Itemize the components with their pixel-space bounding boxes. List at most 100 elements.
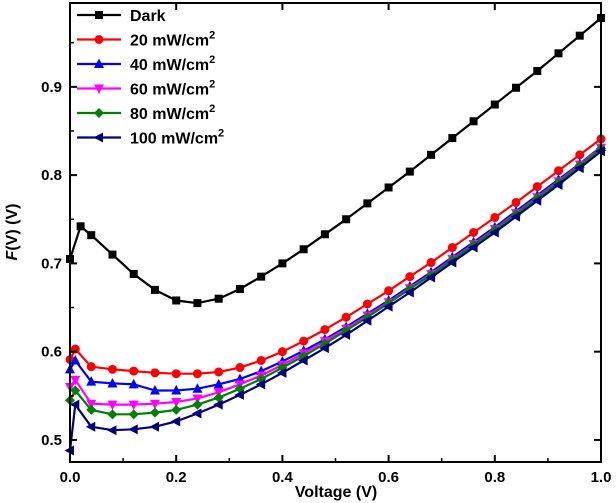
y-tick-label: 0.5 bbox=[41, 432, 62, 449]
data-point bbox=[128, 409, 139, 420]
data-point bbox=[172, 296, 181, 305]
series-line bbox=[69, 147, 602, 416]
data-point bbox=[70, 375, 81, 386]
legend-item-1: 20 mW/cm2 bbox=[77, 30, 215, 50]
data-point bbox=[86, 404, 97, 415]
legend-marker bbox=[94, 108, 104, 118]
data-point bbox=[171, 385, 182, 395]
axes: 0.0 0.2 0.4 0.6 0.8 1.0 0.5 0.6 0.7 0.8 0.9 bbox=[41, 2, 612, 486]
data-point bbox=[361, 315, 372, 326]
data-point bbox=[489, 227, 499, 238]
series-5 bbox=[64, 146, 605, 456]
data-point bbox=[149, 407, 160, 418]
data-point bbox=[446, 257, 457, 268]
x-tick-label: 0.6 bbox=[378, 469, 399, 486]
data-point bbox=[85, 421, 96, 432]
data-point bbox=[192, 383, 203, 393]
data-point bbox=[214, 294, 223, 303]
legend-label: 20 mW/cm2 bbox=[130, 30, 215, 50]
y-tick-label: 0.8 bbox=[41, 167, 62, 184]
data-point bbox=[69, 399, 80, 410]
data-point bbox=[213, 378, 224, 389]
data-point bbox=[510, 211, 521, 222]
data-point bbox=[170, 416, 181, 427]
legend-marker bbox=[94, 58, 104, 68]
data-point bbox=[383, 301, 393, 312]
y-axis-title-italic: F bbox=[4, 249, 21, 260]
data-point bbox=[426, 258, 436, 268]
x-tick-label: 0.4 bbox=[272, 469, 294, 486]
y-axis-title-rest: (V) (V) bbox=[4, 204, 21, 251]
legend-marker bbox=[94, 35, 104, 44]
data-point bbox=[256, 355, 266, 365]
data-point bbox=[76, 222, 85, 231]
data-point bbox=[320, 325, 330, 335]
data-point bbox=[193, 299, 202, 308]
data-point bbox=[299, 336, 309, 346]
data-point bbox=[447, 243, 457, 253]
data-point bbox=[107, 409, 118, 420]
data-point bbox=[150, 368, 160, 378]
data-point bbox=[70, 354, 81, 365]
plot-area bbox=[64, 14, 606, 456]
data-point bbox=[384, 183, 393, 192]
data-point bbox=[384, 286, 394, 296]
data-point bbox=[298, 355, 308, 366]
data-point bbox=[235, 284, 244, 293]
data-point bbox=[108, 250, 117, 259]
legend-label-superscript: 2 bbox=[218, 128, 224, 140]
data-point bbox=[86, 399, 97, 410]
legend-label-main: 40 mW/cm bbox=[130, 57, 209, 74]
legend-label-superscript: 2 bbox=[209, 30, 215, 42]
data-point bbox=[575, 150, 585, 160]
data-point bbox=[553, 179, 563, 190]
data-point bbox=[235, 363, 245, 373]
legend-item-4: 80 mW/cm2 bbox=[77, 103, 215, 123]
data-point bbox=[532, 182, 542, 192]
data-point bbox=[128, 400, 139, 411]
legend-label-superscript: 2 bbox=[209, 79, 215, 91]
series-line bbox=[69, 138, 602, 375]
data-point bbox=[490, 212, 500, 222]
data-point bbox=[362, 299, 372, 309]
y-tick-label: 0.9 bbox=[41, 79, 62, 96]
data-point bbox=[277, 347, 287, 357]
data-point bbox=[554, 166, 564, 176]
data-point bbox=[107, 364, 117, 374]
y-axis-title: F(V) (V) bbox=[4, 204, 21, 261]
legend-item-3: 60 mW/cm2 bbox=[77, 79, 215, 99]
data-point bbox=[319, 343, 329, 354]
data-point bbox=[575, 31, 584, 40]
data-point bbox=[425, 272, 436, 283]
x-tick-label: 0.8 bbox=[484, 469, 505, 486]
data-point bbox=[234, 389, 244, 400]
data-point bbox=[469, 117, 478, 126]
x-tick-label: 1.0 bbox=[591, 469, 612, 486]
data-point bbox=[340, 329, 351, 340]
data-point bbox=[468, 242, 478, 253]
legend-label: 80 mW/cm2 bbox=[130, 103, 215, 123]
data-point bbox=[191, 408, 202, 419]
legend-label-main: 60 mW/cm bbox=[130, 82, 209, 99]
series-line bbox=[69, 146, 602, 406]
data-point bbox=[448, 134, 457, 143]
data-point bbox=[213, 399, 223, 410]
data-point bbox=[531, 195, 542, 206]
data-point bbox=[129, 366, 139, 376]
legend-label: 60 mW/cm2 bbox=[130, 79, 215, 99]
data-point bbox=[192, 394, 203, 404]
legend-label-main: Dark bbox=[130, 8, 166, 25]
data-point bbox=[342, 215, 351, 224]
data-point bbox=[278, 259, 287, 268]
series-3 bbox=[65, 143, 606, 411]
data-point bbox=[150, 285, 159, 294]
legend-marker bbox=[93, 132, 103, 143]
data-point bbox=[257, 272, 266, 281]
legend-marker bbox=[95, 11, 103, 19]
legend-label: 100 mW/cm2 bbox=[130, 128, 224, 148]
data-point bbox=[341, 312, 351, 322]
legend-label-main: 80 mW/cm bbox=[130, 106, 209, 123]
data-point bbox=[149, 421, 159, 432]
data-point bbox=[574, 163, 584, 174]
